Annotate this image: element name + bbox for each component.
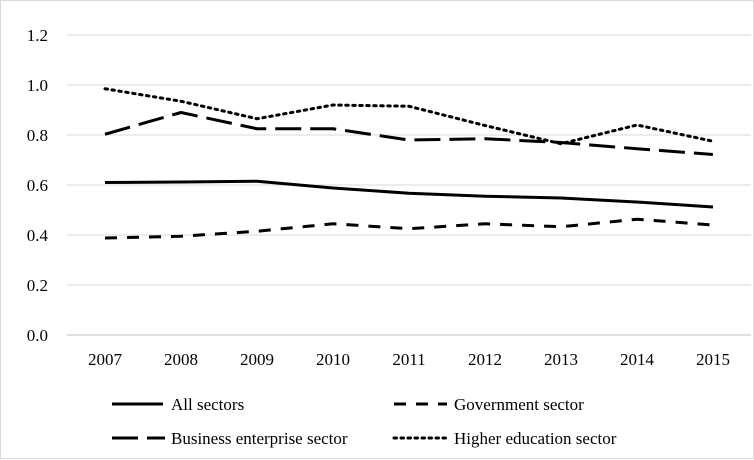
legend-item-higher-education-sector: Higher education sector xyxy=(392,429,617,448)
legend-item-business-enterprise-sector: Business enterprise sector xyxy=(112,429,348,448)
legend-label: Higher education sector xyxy=(454,429,617,448)
x-tick-label: 2010 xyxy=(316,350,350,369)
series-lines xyxy=(103,87,715,240)
x-tick-label: 2015 xyxy=(696,350,730,369)
series-line-all-sectors xyxy=(104,179,714,209)
series-line-higher-education-sector xyxy=(103,87,715,146)
series-line-government-sector xyxy=(104,217,714,240)
y-tick-label: 0.4 xyxy=(27,226,49,245)
y-tick-label: 1.2 xyxy=(27,26,48,45)
series-line-business-enterprise-sector xyxy=(104,111,714,156)
y-tick-label: 0.6 xyxy=(27,176,48,195)
legend-label: Government sector xyxy=(454,395,584,414)
y-tick-label: 1.0 xyxy=(27,76,48,95)
gridlines xyxy=(67,34,751,336)
legend-item-all-sectors: All sectors xyxy=(112,395,244,414)
x-tick-label: 2009 xyxy=(240,350,274,369)
x-tick-label: 2012 xyxy=(468,350,502,369)
x-tick-label: 2011 xyxy=(392,350,425,369)
legend-label: All sectors xyxy=(171,395,244,414)
x-tick-label: 2014 xyxy=(620,350,655,369)
y-tick-label: 0.2 xyxy=(27,276,48,295)
y-axis-tick-labels: 0.0 0.2 0.4 0.6 0.8 1.0 1.2 xyxy=(27,26,49,345)
legend: All sectors Government sector Business ent… xyxy=(112,395,617,448)
x-tick-label: 2008 xyxy=(164,350,198,369)
legend-label: Business enterprise sector xyxy=(171,429,348,448)
y-tick-label: 0.0 xyxy=(27,326,48,345)
x-axis-tick-labels: 2007 2008 2009 2010 2011 2012 2013 2014 2015 xyxy=(88,350,730,369)
x-tick-label: 2007 xyxy=(88,350,123,369)
x-tick-label: 2013 xyxy=(544,350,578,369)
legend-item-government-sector: Government sector xyxy=(394,395,584,414)
y-tick-label: 0.8 xyxy=(27,126,48,145)
